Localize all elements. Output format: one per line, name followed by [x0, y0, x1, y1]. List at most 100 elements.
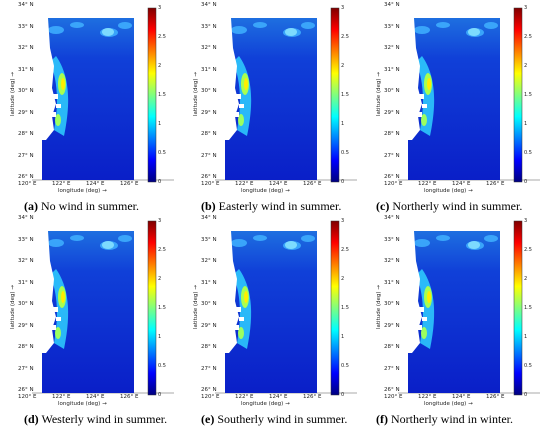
colorbar-tick-label: 2 [341, 63, 345, 69]
y-tick-label: 32° N [18, 258, 34, 264]
panel-letter: (b) [201, 199, 216, 213]
panel-caption-text: Northerly wind in summer. [389, 199, 523, 213]
panel-caption: (e) Southerly wind in summer. [201, 412, 347, 427]
land-mask [223, 18, 239, 140]
concentration-map [32, 220, 174, 396]
x-tick-label: 126° E [120, 394, 139, 400]
colorbar-tick-label: 0.5 [524, 363, 532, 369]
x-tick-label: 126° E [486, 181, 505, 187]
map-panel: 3 2.5 2 1.5 1 0.5 0 34° N 33° N 32° N 31° N 30° N 29… [183, 213, 366, 426]
colorbar-tick-label: 1 [158, 334, 162, 340]
colorbar-tick-label: 0 [158, 179, 162, 185]
colorbar-tick-label: 1 [158, 121, 162, 127]
y-tick-label: 32° N [18, 45, 34, 51]
colorbar [147, 7, 157, 183]
colorbar-tick-label: 3 [158, 218, 162, 224]
y-tick-label: 28° N [384, 131, 400, 137]
y-tick-label: 34° N [201, 2, 217, 8]
land-mask [223, 231, 239, 353]
colorbar-tick-label: 2.5 [341, 34, 349, 40]
x-axis-label: longitude (deg) → [58, 401, 107, 407]
y-tick-label: 30° N [201, 301, 217, 307]
map-panel: 3 2.5 2 1.5 1 0.5 0 34° N 33° N 32° N 31° N 30° N 29… [0, 213, 183, 426]
x-tick-label: 124° E [269, 181, 288, 187]
y-tick-label: 28° N [18, 344, 34, 350]
y-tick-label: 29° N [18, 322, 34, 329]
y-tick-label: 29° N [18, 109, 34, 116]
colorbar-tick-label: 1.5 [341, 305, 349, 311]
x-tick-label: 122° E [418, 394, 437, 400]
land-mask [406, 18, 422, 140]
panel-letter: (f) [376, 412, 388, 426]
colorbar-tick-label: 3 [524, 5, 528, 11]
land-mask [40, 18, 56, 140]
y-tick-label: 33° N [201, 23, 217, 30]
colorbar [330, 220, 340, 396]
x-tick-label: 124° E [86, 181, 105, 187]
x-tick-label: 124° E [86, 394, 105, 400]
y-tick-label: 34° N [201, 215, 217, 221]
y-tick-label: 29° N [384, 322, 400, 329]
colorbar-tick-label: 2.5 [524, 247, 532, 253]
y-tick-label: 33° N [201, 236, 217, 243]
colorbar [513, 7, 523, 183]
y-tick-label: 32° N [201, 258, 217, 264]
y-tick-label: 34° N [384, 2, 400, 8]
y-tick-label: 33° N [384, 23, 400, 30]
x-tick-label: 126° E [120, 181, 139, 187]
y-tick-label: 28° N [201, 344, 217, 350]
colorbar-tick-label: 0 [524, 392, 528, 398]
y-tick-label: 29° N [201, 109, 217, 116]
colorbar-tick-label: 2 [158, 276, 162, 282]
colorbar-tick-label: 2 [524, 276, 528, 282]
colorbar-tick-label: 0.5 [341, 363, 349, 369]
y-tick-label: 26° N [18, 387, 34, 393]
y-tick-label: 30° N [384, 88, 400, 94]
y-axis-label: latitude (deg) → [376, 285, 382, 329]
y-tick-label: 32° N [384, 258, 400, 264]
colorbar-tick-label: 0 [341, 179, 345, 185]
y-tick-label: 34° N [18, 2, 34, 8]
y-tick-label: 28° N [384, 344, 400, 350]
panel-caption-text: Westerly wind in summer. [38, 412, 168, 426]
y-tick-label: 32° N [384, 45, 400, 51]
panel-caption-text: Northerly wind in winter. [388, 412, 513, 426]
x-tick-label: 126° E [303, 394, 322, 400]
x-tick-label: 124° E [269, 394, 288, 400]
y-tick-label: 34° N [384, 215, 400, 221]
y-tick-label: 26° N [18, 174, 34, 180]
concentration-map [398, 220, 540, 396]
y-tick-label: 26° N [384, 387, 400, 393]
map-panel: 3 2.5 2 1.5 1 0.5 0 34° N 33° N 32° N 31° N 30° N 29… [366, 213, 549, 426]
map-panel: 3 2.5 2 1.5 1 0.5 0 34° N 33° N 32° N 31° N 30° N 29… [183, 0, 366, 213]
concentration-map [215, 220, 357, 396]
panel-letter: (a) [24, 199, 38, 213]
colorbar-tick-label: 0 [158, 392, 162, 398]
y-tick-label: 30° N [384, 301, 400, 307]
x-tick-label: 120° E [384, 181, 403, 187]
y-tick-label: 27° N [18, 365, 34, 372]
colorbar-tick-label: 1.5 [524, 92, 532, 98]
colorbar-tick-label: 1 [524, 334, 528, 340]
x-axis-label: longitude (deg) → [58, 188, 107, 194]
y-tick-label: 29° N [201, 322, 217, 329]
y-axis-label: latitude (deg) → [10, 285, 16, 329]
colorbar [513, 220, 523, 396]
y-tick-label: 27° N [201, 365, 217, 372]
colorbar [330, 7, 340, 183]
x-axis-label: longitude (deg) → [424, 188, 473, 194]
y-tick-label: 29° N [384, 109, 400, 116]
y-tick-label: 31° N [18, 66, 34, 73]
panel-letter: (c) [376, 199, 390, 213]
colorbar-tick-label: 1 [341, 334, 345, 340]
y-tick-label: 33° N [18, 236, 34, 243]
y-tick-label: 27° N [384, 152, 400, 159]
x-tick-label: 122° E [235, 181, 254, 187]
x-tick-label: 120° E [18, 394, 37, 400]
colorbar-tick-label: 3 [524, 218, 528, 224]
y-tick-label: 31° N [201, 66, 217, 73]
concentration-map [32, 7, 174, 183]
y-tick-label: 26° N [384, 174, 400, 180]
colorbar [147, 220, 157, 396]
x-tick-label: 126° E [303, 181, 322, 187]
